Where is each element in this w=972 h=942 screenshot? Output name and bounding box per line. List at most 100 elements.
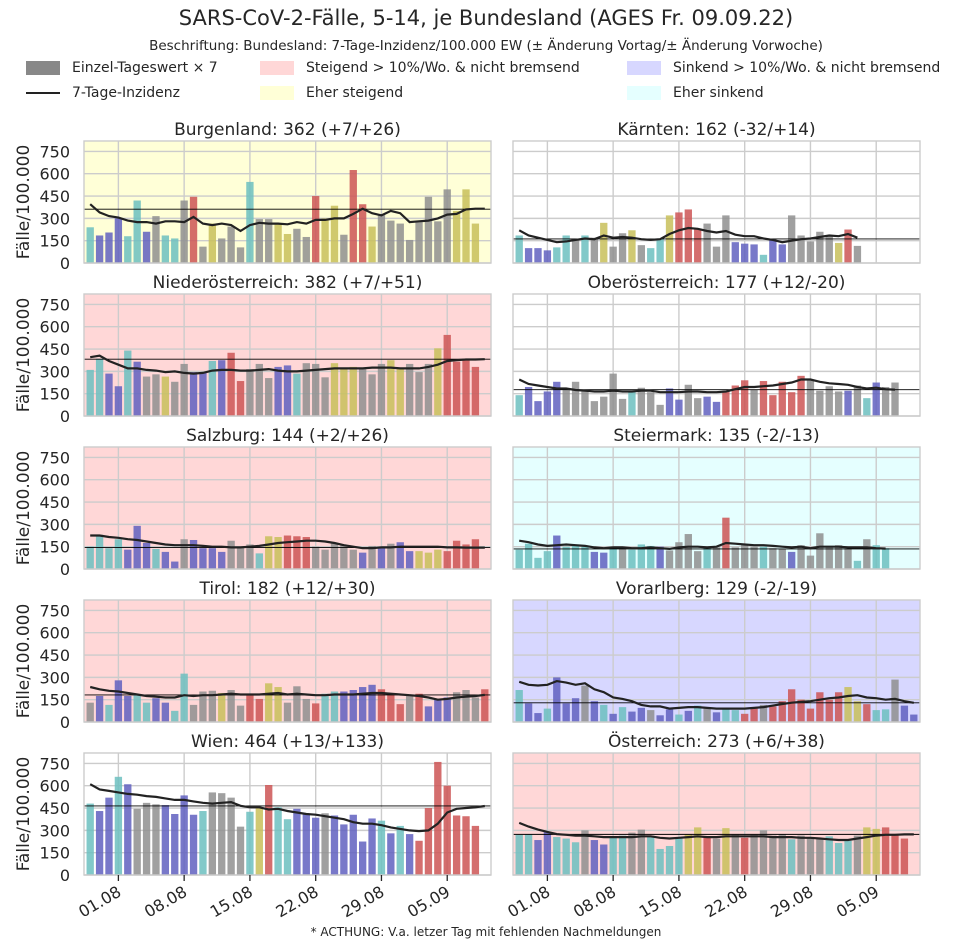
bar	[133, 695, 141, 722]
bar	[471, 366, 480, 416]
bar	[208, 360, 217, 416]
bar	[844, 548, 852, 569]
bar	[86, 702, 94, 722]
bar	[750, 389, 758, 416]
bar	[562, 388, 570, 416]
bar	[424, 552, 433, 569]
bar	[218, 692, 226, 722]
bar	[180, 363, 188, 416]
bar	[543, 250, 552, 263]
y-tick-label: 600	[39, 165, 70, 184]
bar	[891, 382, 899, 416]
bar	[703, 836, 711, 875]
bar	[443, 189, 451, 263]
bar	[142, 802, 151, 875]
bar	[124, 236, 132, 263]
bar	[330, 363, 339, 416]
bar	[171, 561, 179, 569]
y-tick-label: 450	[39, 646, 70, 665]
bar	[340, 691, 348, 722]
bar	[265, 536, 273, 569]
bar	[349, 814, 357, 875]
bar	[236, 546, 245, 569]
bar	[330, 542, 339, 569]
bar	[741, 837, 749, 875]
bar	[881, 548, 890, 569]
bar	[415, 693, 423, 722]
bar	[443, 551, 451, 569]
panel-title: Niederösterreich: 382 (+7/+51)	[153, 273, 423, 293]
bar	[471, 825, 480, 875]
bar	[321, 549, 329, 569]
bar	[142, 702, 151, 722]
bar	[834, 545, 843, 569]
bar	[515, 395, 523, 416]
bar	[302, 363, 310, 416]
bar	[283, 819, 292, 875]
bar	[189, 196, 198, 263]
bar	[312, 703, 320, 722]
bar	[731, 242, 739, 263]
bar	[462, 816, 470, 875]
bar	[95, 811, 104, 875]
bar	[312, 817, 320, 875]
bar	[424, 363, 433, 416]
panel-background	[84, 600, 491, 722]
bar	[684, 534, 692, 569]
bar	[189, 814, 198, 875]
bar	[703, 396, 711, 416]
x-tick-label: 15.08	[636, 882, 685, 921]
bar	[265, 683, 273, 722]
chart-panel: Oberösterreich: 177 (+12/-20)	[512, 273, 921, 417]
bar	[105, 797, 113, 875]
bar	[152, 548, 160, 569]
legend-line-marker	[26, 92, 60, 94]
bar	[161, 376, 170, 416]
bar	[368, 226, 376, 263]
bar	[358, 367, 367, 416]
panel-frame	[512, 752, 921, 876]
bar	[534, 840, 542, 875]
bar	[405, 551, 414, 569]
panel-background	[513, 141, 920, 263]
bar	[600, 844, 608, 875]
x-tick-label: 08.08	[570, 882, 619, 921]
chart-panel: Steiermark: 135 (-2/-13)	[512, 426, 921, 570]
bar	[396, 368, 404, 416]
bar	[274, 537, 282, 569]
bar	[553, 381, 561, 416]
bar	[769, 835, 777, 875]
bar	[656, 848, 664, 875]
bar	[741, 380, 749, 416]
bar	[778, 701, 786, 722]
y-tick-label: 600	[39, 318, 70, 337]
legend-entry-steigend: Steigend > 10%/Wo. & nicht bremsend	[260, 60, 580, 76]
bar	[405, 834, 414, 875]
bar	[199, 811, 207, 875]
bar	[731, 385, 739, 416]
bar	[816, 838, 824, 875]
bar	[787, 839, 796, 875]
bar	[340, 368, 348, 416]
bar	[189, 372, 198, 416]
bar	[609, 713, 617, 722]
bar	[368, 818, 376, 875]
bar	[872, 710, 880, 722]
bar	[208, 690, 217, 722]
bar	[637, 829, 646, 875]
bar	[618, 835, 627, 875]
bar	[180, 795, 188, 875]
bar	[415, 840, 423, 875]
bar	[124, 784, 132, 875]
bar	[863, 827, 871, 875]
bar	[647, 835, 655, 875]
chart-panel: Vorarlberg: 129 (-2/-19)	[512, 579, 921, 723]
panel-title: Vorarlberg: 129 (-2/-19)	[616, 579, 817, 599]
bar	[114, 776, 123, 875]
bar	[452, 361, 461, 416]
bar	[434, 348, 442, 416]
incidence-line	[90, 534, 485, 550]
panel-title: Oberösterreich: 177 (+12/-20)	[588, 273, 846, 293]
bar	[124, 350, 132, 416]
bar	[86, 546, 94, 569]
